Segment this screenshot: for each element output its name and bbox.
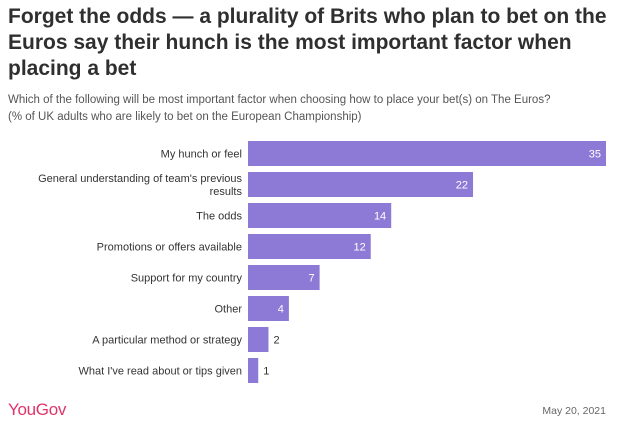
bar-6 xyxy=(248,327,269,352)
value-label-6: 2 xyxy=(273,335,279,347)
bar-2 xyxy=(248,203,392,228)
category-label-1: General understanding of team's previous… xyxy=(38,173,242,198)
bar-1 xyxy=(248,172,474,197)
category-label-7: What I've read about or tips given xyxy=(78,366,242,378)
subtitle-base: (% of UK adults who are likely to bet on… xyxy=(8,111,362,123)
category-label-5: Other xyxy=(214,304,242,316)
bar-3 xyxy=(248,234,371,259)
value-label-1: 22 xyxy=(456,180,468,192)
bar-5 xyxy=(248,296,289,321)
publish-date: May 20, 2021 xyxy=(542,405,606,417)
bar-4 xyxy=(248,265,320,290)
value-label-2: 14 xyxy=(374,211,386,223)
subtitle-question: Which of the following will be most impo… xyxy=(8,94,551,106)
value-label-4: 7 xyxy=(308,273,314,285)
bar-7 xyxy=(248,358,259,383)
category-label-2: The odds xyxy=(196,211,242,223)
bar-0 xyxy=(248,141,606,166)
value-label-5: 4 xyxy=(278,304,284,316)
yougov-logo[interactable]: YouGov xyxy=(8,400,67,419)
value-label-3: 12 xyxy=(353,242,365,254)
category-label-3: Promotions or offers available xyxy=(97,242,242,254)
chart-title: Forget the odds — a plurality of Brits w… xyxy=(8,5,607,80)
value-label-7: 1 xyxy=(263,366,269,378)
category-label-6: A particular method or strategy xyxy=(92,335,242,347)
category-label-0: My hunch or feel xyxy=(161,149,242,161)
category-label-4: Support for my country xyxy=(131,273,243,285)
chart-subtitle: Which of the following will be most impo… xyxy=(8,92,614,126)
value-label-0: 35 xyxy=(589,149,601,161)
